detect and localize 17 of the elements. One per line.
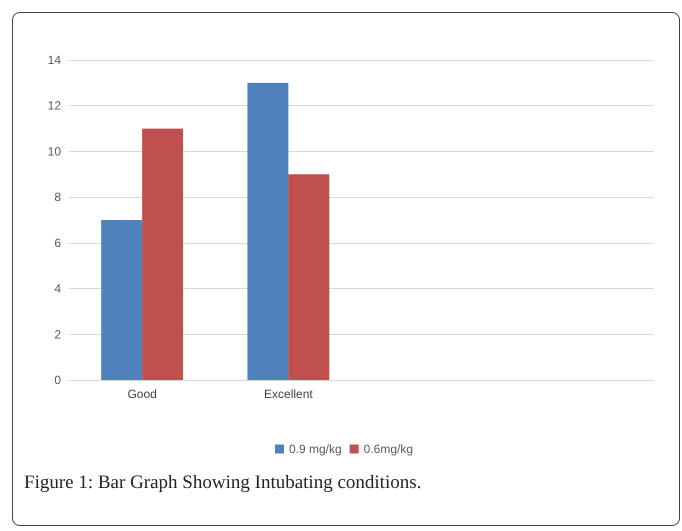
bar bbox=[101, 220, 142, 380]
y-tick-label: 14 bbox=[48, 53, 62, 67]
x-tick-label: Excellent bbox=[264, 387, 314, 401]
y-tick-label: 12 bbox=[48, 98, 62, 113]
legend-label: 0.9 mg/kg bbox=[288, 442, 342, 456]
y-tick-label: 4 bbox=[54, 282, 62, 296]
y-tick-label: 0 bbox=[54, 373, 62, 387]
y-tick-label: 2 bbox=[54, 327, 62, 342]
legend-label: 0.6mg/kg bbox=[364, 442, 414, 456]
bar bbox=[288, 174, 330, 380]
bar bbox=[247, 82, 288, 380]
y-tick-label: 10 bbox=[48, 144, 62, 158]
x-tick-label: Good bbox=[127, 387, 157, 401]
caption: Figure 1: Bar Graph Showing Intubating conditions. bbox=[24, 472, 422, 494]
y-tick-label: 6 bbox=[54, 236, 62, 250]
y-tick-label: 8 bbox=[54, 190, 62, 204]
bar bbox=[142, 128, 184, 380]
